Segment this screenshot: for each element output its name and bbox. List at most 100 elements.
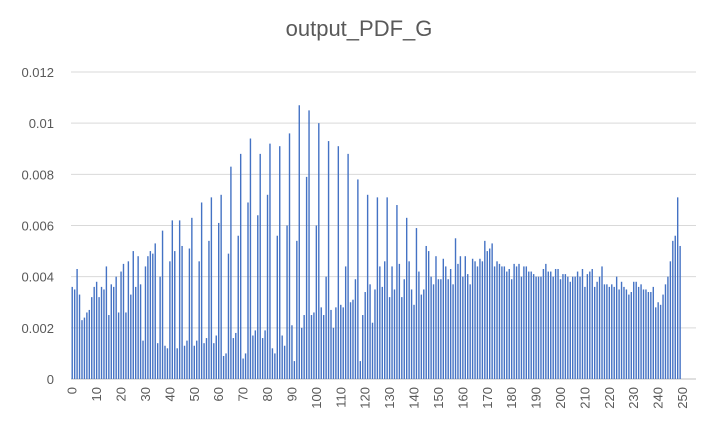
x-tick-label: 30: [138, 387, 153, 401]
bar: [303, 315, 305, 379]
bar: [76, 268, 78, 379]
bar: [164, 345, 166, 379]
bar: [440, 279, 442, 379]
bar: [574, 276, 576, 379]
bar: [308, 110, 310, 380]
bar: [674, 235, 676, 379]
bar: [313, 312, 315, 379]
bar: [589, 271, 591, 379]
bar: [330, 309, 332, 379]
bar: [640, 284, 642, 379]
bar: [457, 263, 459, 380]
bar: [464, 256, 466, 379]
bar: [349, 302, 352, 379]
bar: [637, 286, 640, 379]
bar: [122, 263, 125, 380]
bar: [237, 235, 239, 379]
x-tick-label: 210: [577, 387, 592, 409]
bar: [593, 286, 596, 379]
bar: [523, 266, 525, 379]
bar: [91, 297, 93, 379]
bar: [484, 240, 486, 379]
bar: [537, 276, 540, 379]
bar: [271, 348, 274, 379]
bar: [81, 320, 83, 379]
x-tick-label: 40: [162, 387, 177, 401]
bar: [486, 251, 488, 379]
bar: [467, 274, 469, 379]
bar: [354, 279, 357, 379]
bar: [672, 240, 674, 379]
bar: [596, 281, 598, 379]
bar: [198, 261, 200, 379]
bar: [325, 276, 327, 379]
bar: [110, 284, 112, 379]
bar: [137, 256, 139, 379]
bar: [401, 297, 403, 379]
bar: [518, 263, 520, 380]
bar: [215, 335, 217, 379]
bar: [542, 268, 545, 379]
bar: [142, 340, 144, 380]
bar: [357, 179, 359, 379]
bar: [337, 146, 340, 379]
bar: [515, 266, 518, 379]
bar: [462, 276, 464, 379]
bar: [366, 194, 369, 379]
x-tick-label: 130: [382, 387, 397, 409]
bar: [481, 261, 484, 379]
bar: [174, 251, 176, 379]
bar: [618, 289, 620, 379]
bar: [135, 286, 137, 379]
bar: [598, 276, 601, 379]
bar: [625, 289, 628, 379]
bar: [427, 251, 430, 379]
bar: [322, 315, 325, 379]
bar: [235, 332, 237, 379]
bar: [408, 261, 410, 379]
bar: [232, 338, 235, 379]
bar: [252, 335, 254, 379]
bar: [550, 271, 552, 379]
x-axis-ticks: 0 10 20 30 40 50 60 70 80 90 100 110 120 130 140 150 160…: [65, 387, 690, 409]
bar: [459, 256, 462, 379]
bar: [442, 258, 445, 379]
bar: [342, 307, 344, 379]
bar: [181, 245, 183, 379]
bar: [113, 286, 115, 379]
bar: [274, 353, 276, 379]
bar: [88, 309, 91, 379]
bar: [120, 271, 122, 379]
bar: [430, 276, 432, 379]
bar: [73, 289, 76, 379]
bar: [664, 284, 667, 379]
bar: [611, 284, 613, 379]
x-tick-label: 160: [455, 387, 470, 409]
bar: [320, 307, 322, 379]
bar: [257, 215, 259, 379]
bar: [108, 315, 110, 379]
bar: [117, 312, 120, 379]
bar: [659, 304, 662, 379]
bar: [105, 266, 108, 379]
bar: [630, 292, 632, 379]
bar: [239, 153, 242, 379]
x-tick-label: 70: [236, 387, 251, 401]
x-tick-label: 190: [529, 387, 544, 409]
x-tick-label: 80: [260, 387, 275, 401]
bar: [279, 146, 281, 379]
bar: [227, 253, 230, 379]
y-tick-label: 0.01: [29, 116, 54, 131]
bar: [149, 251, 152, 379]
bar: [283, 345, 286, 379]
bar: [115, 276, 117, 379]
x-tick-label: 60: [211, 387, 226, 401]
bar: [254, 330, 257, 379]
bar: [557, 268, 559, 379]
bar: [445, 266, 447, 379]
bar: [386, 197, 388, 379]
bar: [296, 240, 298, 379]
bar: [364, 292, 366, 379]
